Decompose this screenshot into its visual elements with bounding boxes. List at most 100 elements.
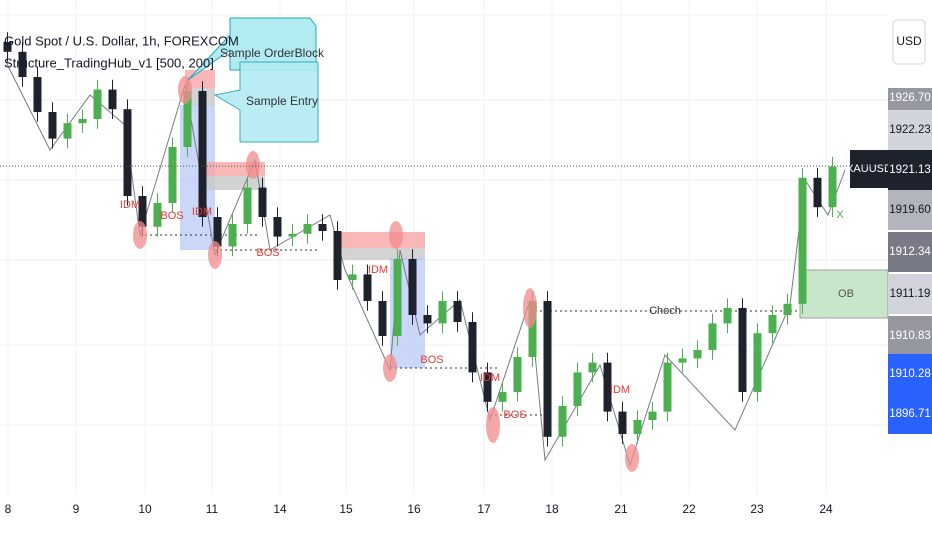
currency-button[interactable] bbox=[892, 19, 926, 65]
structure-label: OB bbox=[838, 288, 854, 300]
candle-body bbox=[498, 392, 507, 402]
x-tick-label: 15 bbox=[339, 502, 353, 516]
candle-body bbox=[18, 51, 27, 77]
price-label-bg bbox=[888, 394, 932, 434]
price-label-bg bbox=[888, 232, 932, 272]
candle-body bbox=[828, 166, 837, 208]
price-label-bg bbox=[888, 110, 932, 150]
structure-label: IDM bbox=[192, 206, 212, 218]
callout-text: Sample Entry bbox=[246, 94, 318, 108]
structure-label: IDM bbox=[480, 372, 500, 384]
candles bbox=[3, 32, 837, 447]
candle-body bbox=[408, 259, 417, 315]
candle-body bbox=[558, 406, 567, 437]
candle-body bbox=[213, 217, 222, 247]
x-tick-label: 17 bbox=[477, 502, 491, 516]
candle-body bbox=[783, 303, 792, 315]
candle-body bbox=[618, 411, 627, 434]
candle-body bbox=[48, 112, 57, 139]
chart-title: Gold Spot / U.S. Dollar, 1h, FOREXCOM bbox=[4, 33, 239, 48]
x-tick-label: 24 bbox=[819, 502, 833, 516]
candle-body bbox=[588, 362, 597, 373]
candle-body bbox=[423, 315, 432, 324]
x-tick-label: 10 bbox=[138, 502, 152, 516]
candle-body bbox=[528, 301, 537, 357]
x-tick-label: 22 bbox=[682, 502, 696, 516]
swing-point bbox=[389, 221, 403, 249]
price-label: 1910.28 bbox=[889, 368, 931, 380]
order-block bbox=[200, 176, 265, 190]
swing-point bbox=[208, 241, 222, 269]
price-label: 1911.19 bbox=[890, 288, 931, 300]
candle-body bbox=[243, 187, 252, 224]
callout bbox=[213, 61, 319, 143]
candle-body bbox=[348, 274, 357, 280]
x-tick-label: 9 bbox=[73, 502, 80, 516]
candle-body bbox=[258, 187, 267, 217]
candle-body bbox=[333, 231, 342, 280]
swing-point bbox=[486, 407, 500, 443]
structure-label: Choch bbox=[649, 305, 681, 317]
candle-body bbox=[678, 358, 687, 363]
candle-body bbox=[63, 123, 72, 139]
candle-body bbox=[228, 224, 237, 247]
swing-point bbox=[625, 444, 639, 472]
candle-body bbox=[393, 259, 402, 336]
price-label: 1921.13 bbox=[889, 164, 931, 176]
candle-body bbox=[738, 308, 747, 392]
price-label-bg bbox=[888, 354, 932, 394]
structure-label: BOS bbox=[503, 409, 526, 421]
symbol-tag bbox=[850, 150, 888, 188]
candle-body bbox=[693, 350, 702, 359]
swing-point bbox=[133, 221, 147, 249]
x-tick-label: 23 bbox=[750, 502, 764, 516]
candle-body bbox=[468, 322, 477, 373]
x-tick-label: 14 bbox=[273, 502, 287, 516]
candle-body bbox=[153, 203, 162, 227]
symbol: XAUUSD bbox=[846, 163, 892, 175]
indicator-name: Structure_TradingHub_v1 [500, 200] bbox=[4, 55, 214, 70]
candle-body bbox=[168, 147, 177, 203]
x-tick-label: 8 bbox=[5, 502, 12, 516]
candle-body bbox=[318, 224, 327, 231]
price-label: 1910.83 bbox=[889, 330, 931, 342]
x-tick-label: 18 bbox=[545, 502, 559, 516]
candle-body bbox=[603, 362, 612, 412]
candle-body bbox=[768, 315, 777, 334]
candle-body bbox=[33, 77, 42, 112]
callout-text: Sample OrderBlock bbox=[220, 46, 325, 60]
price-label: 1926.70 bbox=[889, 92, 931, 104]
candle-body bbox=[198, 91, 207, 217]
currency[interactable]: USD bbox=[896, 34, 922, 48]
price-label-bg bbox=[888, 190, 932, 230]
candle-body bbox=[78, 119, 87, 124]
order-block bbox=[335, 248, 425, 260]
candle-body bbox=[483, 372, 492, 402]
structure-label: X bbox=[836, 209, 844, 221]
candle-body bbox=[93, 89, 102, 119]
candle-body bbox=[543, 301, 552, 437]
candle-body bbox=[273, 217, 282, 237]
candle-body bbox=[453, 301, 462, 322]
structure-label: BOS bbox=[420, 354, 443, 366]
swing-points bbox=[133, 76, 639, 472]
candle-body bbox=[798, 177, 807, 304]
swing-point bbox=[178, 76, 192, 104]
candle-body bbox=[138, 196, 147, 227]
order-block bbox=[335, 232, 425, 248]
price-label: 1896.71 bbox=[889, 408, 931, 420]
candle-body bbox=[813, 177, 822, 208]
candle-body bbox=[378, 301, 387, 336]
candle-body bbox=[438, 301, 447, 324]
candle-body bbox=[663, 362, 672, 412]
price-label-bg bbox=[888, 150, 932, 190]
price-label-bg bbox=[888, 88, 932, 110]
zones bbox=[4, 59, 889, 467]
candle-body bbox=[573, 372, 582, 406]
swing-point bbox=[383, 354, 397, 382]
structure-label: BOS bbox=[256, 247, 279, 259]
candle-body bbox=[303, 224, 312, 234]
candle-body bbox=[108, 89, 117, 110]
candle-body bbox=[363, 274, 372, 301]
